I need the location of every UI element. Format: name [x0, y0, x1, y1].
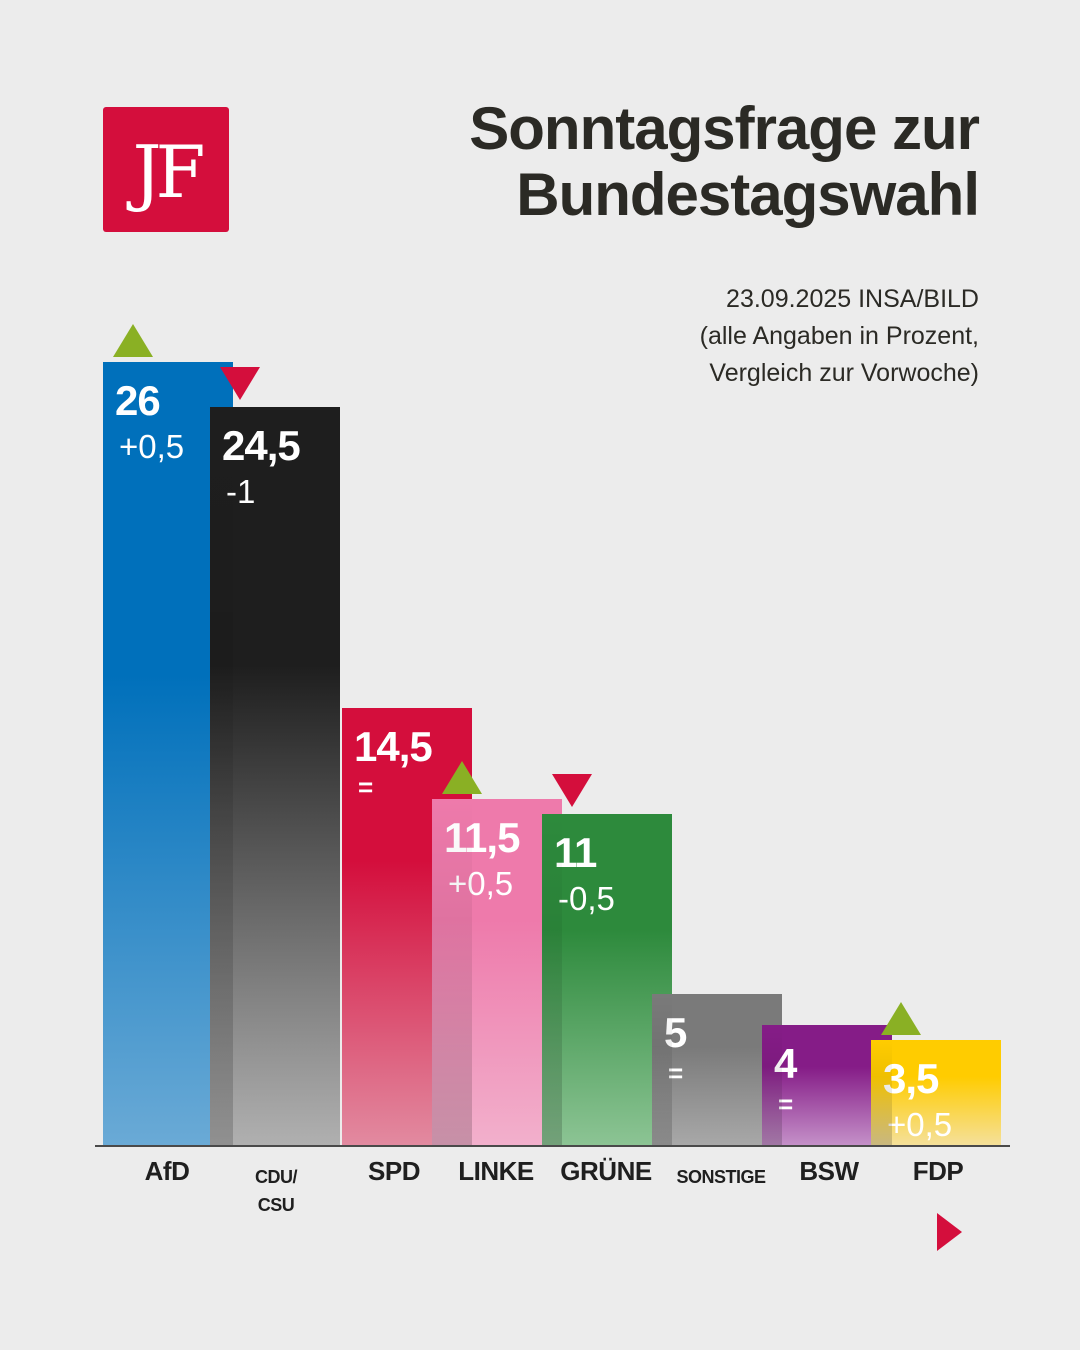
category-label: SONSTIGE: [676, 1167, 766, 1187]
trend-up-icon: [881, 1002, 921, 1035]
next-slide-arrow-icon[interactable]: [937, 1213, 962, 1251]
bar-6: 5 =: [652, 994, 782, 1145]
bar-value-label: 11: [554, 829, 597, 876]
bar-change-label: +0,5: [119, 428, 185, 465]
bar-value-label: 24,5: [222, 422, 301, 469]
bar-change-label: +0,5: [887, 1106, 953, 1143]
category-label: GRÜNE: [560, 1156, 652, 1186]
bar-4: 11,5 +0,5: [432, 799, 562, 1145]
bar-change-label: +0,5: [448, 865, 514, 902]
bar-overlap-shadow: [652, 994, 672, 1145]
logo-text: JF: [132, 129, 206, 214]
title-line-2: Bundestagswahl: [516, 161, 980, 228]
category-label: AfD: [144, 1156, 190, 1186]
bar-value-label: 11,5: [444, 814, 520, 861]
bar-change-label: =: [668, 1058, 684, 1088]
category-label: SPD: [368, 1156, 420, 1186]
jf-logo: JF: [103, 107, 229, 232]
bar-value-label: 26: [115, 377, 161, 424]
bar-overlap-shadow: [432, 799, 472, 1145]
subtitle-line-3: Vergleich zur Vorwoche): [709, 359, 979, 387]
bar-change-label: =: [358, 772, 374, 802]
category-label: BSW: [799, 1156, 859, 1186]
bar-value-label: 3,5: [883, 1055, 939, 1102]
trend-down-icon: [220, 367, 260, 400]
trend-up-icon: [113, 324, 153, 357]
category-label: FDP: [912, 1156, 964, 1186]
bar-change-label: -1: [226, 473, 256, 510]
trend-up-icon: [442, 761, 482, 794]
bar-overlap-shadow: [210, 407, 233, 1145]
bar-8: 3,5 +0,5: [871, 1040, 1001, 1145]
category-label: CDU/ CSU: [255, 1167, 298, 1215]
bar-2: 24,5 -1: [210, 407, 340, 1145]
trend-down-icon: [552, 774, 592, 807]
bar-change-label: =: [778, 1089, 794, 1119]
subtitle-line-2: (alle Angaben in Prozent,: [699, 322, 979, 350]
bar-5: 11 -0,5: [542, 814, 672, 1145]
chart-subtitle: 23.09.2025 INSA/BILD (alle Angaben in Pr…: [700, 281, 979, 392]
bar-value-label: 5: [664, 1009, 687, 1056]
bar-7: 4 =: [762, 1025, 892, 1145]
subtitle-line-1: 23.09.2025 INSA/BILD: [726, 285, 979, 313]
title-line-1: Sonntagsfrage zur: [469, 95, 980, 162]
chart-title: Sonntagsfrage zur Bundestagswahl: [469, 95, 980, 228]
x-axis-baseline: [95, 1145, 1010, 1147]
bar-overlap-shadow: [762, 1025, 782, 1145]
bar-overlap-shadow: [542, 814, 562, 1145]
bar-value-label: 14,5: [354, 723, 433, 770]
category-label: LINKE: [458, 1156, 534, 1186]
bar-value-label: 4: [774, 1040, 797, 1087]
bar-overlap-shadow: [871, 1040, 892, 1145]
bar-change-label: -0,5: [558, 880, 615, 917]
